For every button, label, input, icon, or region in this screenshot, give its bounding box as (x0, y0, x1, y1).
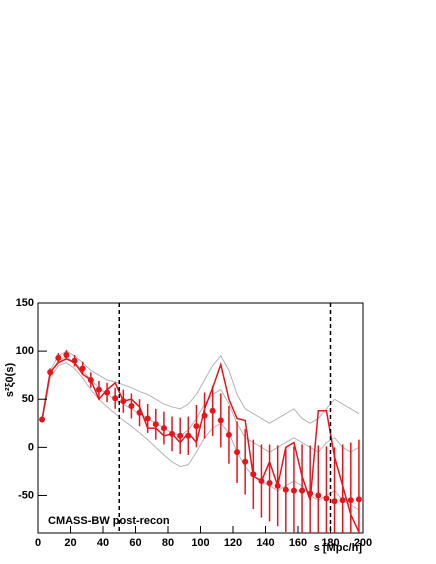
point (209, 407, 216, 414)
point (177, 432, 184, 439)
point (144, 415, 151, 422)
point (55, 354, 62, 361)
point (347, 497, 354, 504)
annotation: CMASS-BW post-recon (48, 515, 170, 527)
point (307, 490, 314, 497)
point (136, 409, 143, 416)
series-line (41, 357, 360, 533)
point (104, 389, 111, 396)
point (39, 416, 46, 423)
point (185, 432, 192, 439)
y-tick-label: 150 (16, 297, 34, 309)
point (225, 431, 232, 438)
point (152, 421, 159, 428)
x-tick-label: 80 (162, 537, 174, 549)
y-tick-label: -50 (18, 489, 34, 501)
point (355, 496, 362, 503)
x-tick-label: 200 (354, 537, 372, 549)
point (242, 458, 249, 465)
plot-frame (37, 302, 364, 534)
x-tick-label: 20 (64, 537, 76, 549)
y-tick-label: 50 (22, 393, 34, 405)
x-tick-label: 180 (321, 537, 339, 549)
point (217, 417, 224, 424)
point (250, 471, 257, 478)
series-line (41, 356, 360, 453)
point (87, 376, 94, 383)
point (47, 369, 54, 376)
point (282, 486, 289, 493)
point (315, 492, 322, 499)
point (258, 478, 265, 485)
point (160, 425, 167, 432)
y-tick-label: 0 (28, 441, 34, 453)
y-tick-label: 100 (16, 345, 34, 357)
point (290, 487, 297, 494)
point (63, 351, 70, 358)
point (266, 479, 273, 486)
point (112, 395, 119, 402)
x-axis-label: s [Mpc/h] (314, 542, 363, 554)
point (331, 498, 338, 505)
x-tick-label: 140 (256, 537, 274, 549)
point (274, 482, 281, 489)
point (95, 386, 102, 393)
x-tick-label: 100 (191, 537, 209, 549)
point (169, 430, 176, 437)
point (120, 398, 127, 405)
series-line (41, 362, 360, 511)
point (234, 449, 241, 456)
series-line (41, 350, 360, 424)
point (71, 357, 78, 364)
point (339, 497, 346, 504)
point (128, 402, 135, 409)
point (201, 412, 208, 419)
point (299, 487, 306, 494)
x-tick-label: 160 (289, 537, 307, 549)
x-tick-label: 0 (35, 537, 41, 549)
x-tick-label: 120 (224, 537, 242, 549)
point (193, 423, 200, 430)
x-tick-label: 40 (97, 537, 109, 549)
x-tick-label: 60 (129, 537, 141, 549)
point (79, 365, 86, 372)
point (323, 495, 330, 502)
y-axis-label: s²ξ0(s) (4, 363, 16, 398)
